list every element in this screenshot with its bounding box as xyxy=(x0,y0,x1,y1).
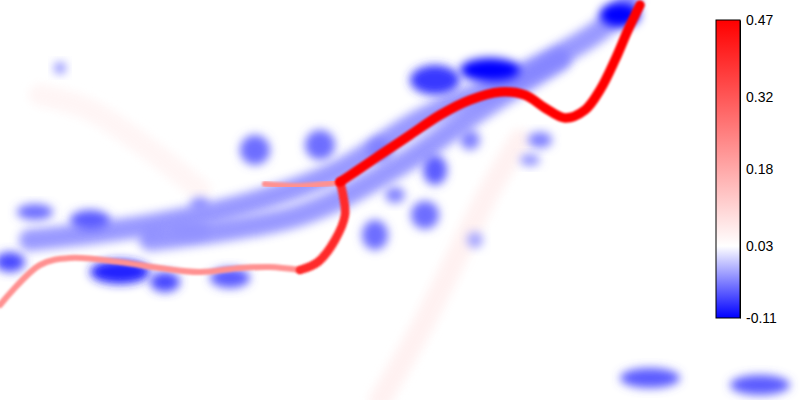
blob xyxy=(520,154,540,166)
blob xyxy=(150,272,180,292)
blob xyxy=(730,375,790,395)
blob xyxy=(460,58,520,82)
stream xyxy=(0,258,300,305)
blob xyxy=(411,201,439,229)
blob xyxy=(190,197,210,213)
colorbar-tick-label: 0.47 xyxy=(746,12,773,28)
stream xyxy=(380,140,520,400)
stream xyxy=(30,0,630,240)
blob xyxy=(305,130,335,160)
blob xyxy=(240,135,270,165)
stream xyxy=(300,182,345,270)
colorbar-gradient xyxy=(716,20,740,318)
colorbar: 0.47 0.32 0.18 0.03 -0.11 xyxy=(716,12,777,326)
colorbar-axis-line xyxy=(740,21,741,319)
colorbar-tick-label: 0.32 xyxy=(746,89,773,105)
field-background xyxy=(0,0,800,400)
colorbar-tick: 0.18 xyxy=(740,161,773,177)
colorbar-tick-label: 0.03 xyxy=(746,238,773,254)
colorbar-tick: 0.03 xyxy=(740,238,773,254)
blob xyxy=(385,187,405,203)
blob xyxy=(362,220,388,250)
stream xyxy=(340,5,640,182)
chart-svg: 0.47 0.32 0.18 0.03 -0.11 xyxy=(0,0,800,400)
blob xyxy=(620,368,680,388)
colorbar-tick-label: -0.11 xyxy=(746,310,777,326)
colorbar-tick: 0.47 xyxy=(740,12,773,28)
blob xyxy=(410,65,460,95)
stream xyxy=(265,182,340,186)
colorbar-tick: 0.32 xyxy=(740,89,773,105)
blob xyxy=(460,130,480,150)
blob xyxy=(170,222,210,238)
colorbar-tick: -0.11 xyxy=(740,310,777,326)
blob xyxy=(54,62,66,74)
blob xyxy=(70,210,110,230)
colorbar-tick-label: 0.18 xyxy=(746,161,773,177)
stream xyxy=(40,95,200,190)
chart-container: 0.47 0.32 0.18 0.03 -0.11 xyxy=(0,0,800,400)
field-area xyxy=(0,0,800,400)
blob xyxy=(17,204,53,220)
blob xyxy=(528,132,552,148)
blob xyxy=(0,252,25,272)
blob xyxy=(467,232,483,248)
stream xyxy=(150,60,560,240)
colorbar-axis: 0.47 0.32 0.18 0.03 -0.11 xyxy=(740,12,777,326)
blob xyxy=(423,155,447,185)
